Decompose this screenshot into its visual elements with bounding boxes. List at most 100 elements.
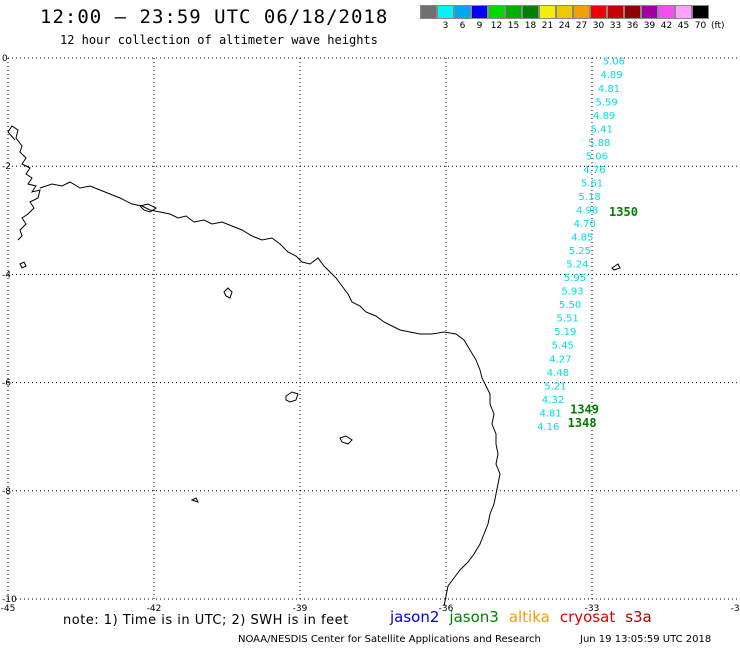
coastline-mainland bbox=[7, 125, 501, 607]
legend-label: 27 bbox=[575, 21, 588, 31]
swh-value: 4.32 bbox=[542, 395, 564, 406]
satellite-track: 5.06 4.89 4.81 5.59 4.89 5.41 5.88 5.06 4.76 5.61… bbox=[537, 57, 625, 433]
swh-value: 5.45 bbox=[552, 341, 574, 352]
y-tick-label: 0 bbox=[2, 54, 8, 64]
time-label: 1350 bbox=[609, 205, 638, 219]
island-3 bbox=[339, 435, 353, 445]
x-tick-label: -30 bbox=[731, 604, 740, 614]
legend-swatch bbox=[454, 5, 471, 19]
swh-value: 5.19 bbox=[554, 327, 576, 338]
map-subtitle: 12 hour collection of altimeter wave hei… bbox=[60, 33, 378, 47]
y-tick-label: -8 bbox=[2, 487, 11, 497]
legend-label: 15 bbox=[507, 21, 520, 31]
swh-value: 5.93 bbox=[561, 287, 583, 298]
legend-swatch bbox=[522, 5, 539, 19]
island-4 bbox=[139, 203, 157, 213]
swh-value: 4.81 bbox=[540, 408, 562, 419]
legend-swatch bbox=[607, 5, 624, 19]
legend-label: 39 bbox=[643, 21, 656, 31]
legend-label: 36 bbox=[626, 21, 639, 31]
legend-swatch bbox=[658, 5, 675, 19]
generation-timestamp: Jun 19 13:05:59 UTC 2018 bbox=[580, 634, 712, 645]
legend-label: 21 bbox=[541, 21, 554, 31]
legend-label: 42 bbox=[660, 21, 673, 31]
island-2 bbox=[285, 391, 299, 403]
swh-value: 4.98 bbox=[576, 205, 598, 216]
island-5 bbox=[611, 263, 621, 271]
legend-swatch bbox=[624, 5, 641, 19]
map-grid bbox=[7, 57, 738, 600]
legend-swatch bbox=[505, 5, 522, 19]
satellite-name: s3a bbox=[625, 608, 652, 626]
x-tick-label: -36 bbox=[439, 604, 454, 614]
x-tick-label: -33 bbox=[585, 604, 600, 614]
legend-label: 45 bbox=[677, 21, 690, 31]
time-label: 1349 bbox=[570, 403, 599, 417]
x-tick-label: -45 bbox=[1, 604, 16, 614]
map-title: 12:00 — 23:59 UTC 06/18/2018 bbox=[40, 6, 389, 28]
swh-value: 5.41 bbox=[591, 124, 613, 135]
swh-value: 4.76 bbox=[583, 165, 605, 176]
swh-value: 4.81 bbox=[598, 84, 620, 95]
swh-value: 5.24 bbox=[566, 260, 588, 271]
swh-value: 5.21 bbox=[544, 381, 566, 392]
swh-value: 4.16 bbox=[537, 422, 559, 433]
color-legend-labels: 3 6 9 12 15 18 21 24 27 30 33 36 39 42 45 70 (ft) bbox=[420, 21, 725, 31]
legend-swatch bbox=[590, 5, 607, 19]
legend-label: 24 bbox=[558, 21, 571, 31]
legend-swatch bbox=[539, 5, 556, 19]
swh-value: 5.95 bbox=[564, 273, 586, 284]
satellite-name: jason2 bbox=[390, 608, 440, 626]
y-tick-label: -6 bbox=[2, 379, 11, 389]
x-tick-label: -42 bbox=[147, 604, 162, 614]
y-tick-label: -10 bbox=[2, 595, 17, 605]
swh-value: 4.48 bbox=[547, 368, 569, 379]
swh-value: 4.70 bbox=[574, 219, 596, 230]
legend-label: 70 bbox=[694, 21, 707, 31]
color-legend bbox=[420, 5, 709, 19]
legend-swatch bbox=[488, 5, 505, 19]
legend-swatch bbox=[420, 5, 437, 19]
swh-value: 5.25 bbox=[569, 246, 591, 257]
legend-swatch bbox=[692, 5, 709, 19]
legend-swatch bbox=[573, 5, 590, 19]
legend-label: 6 bbox=[459, 21, 466, 31]
legend-label: 9 bbox=[476, 21, 483, 31]
y-tick-label: -4 bbox=[2, 270, 11, 280]
coastline bbox=[7, 125, 621, 607]
legend-swatch bbox=[675, 5, 692, 19]
legend-label: 12 bbox=[490, 21, 503, 31]
island-1 bbox=[223, 287, 233, 299]
legend-swatch bbox=[641, 5, 658, 19]
satellite-name: altika bbox=[508, 608, 550, 626]
swh-value: 5.61 bbox=[581, 178, 603, 189]
y-tick-label: -2 bbox=[2, 162, 11, 172]
satellite-name: jason3 bbox=[449, 608, 499, 626]
x-tick-label: -39 bbox=[293, 604, 308, 614]
legend-label: 3 bbox=[442, 21, 449, 31]
time-label: 1348 bbox=[568, 416, 597, 430]
legend-label: 18 bbox=[524, 21, 537, 31]
island-6 bbox=[190, 497, 199, 503]
swh-value: 5.51 bbox=[557, 314, 579, 325]
swh-value: 5.06 bbox=[603, 57, 625, 68]
satellite-legend: jason2 jason3 altika cryosat s3a bbox=[390, 608, 662, 626]
satellite-name: cryosat bbox=[559, 608, 616, 626]
swh-value: 5.18 bbox=[578, 192, 600, 203]
credit-text: NOAA/NESDIS Center for Satellite Applica… bbox=[238, 634, 541, 645]
swh-value: 4.89 bbox=[600, 70, 622, 81]
swh-value: 4.27 bbox=[549, 354, 571, 365]
legend-swatch bbox=[471, 5, 488, 19]
swh-value: 5.50 bbox=[559, 300, 581, 311]
legend-label: 33 bbox=[609, 21, 622, 31]
legend-swatch bbox=[437, 5, 454, 19]
legend-label: 30 bbox=[592, 21, 605, 31]
axis-tick-labels: -45 -42 -39 -36 -33 -30 0 -2 -4 -6 -8 -10 bbox=[1, 54, 740, 614]
swh-value: 5.06 bbox=[586, 151, 608, 162]
island-7 bbox=[19, 261, 27, 269]
legend-unit: (ft) bbox=[711, 21, 725, 31]
footer-note: note: 1) Time is in UTC; 2) SWH is in fe… bbox=[63, 613, 349, 628]
legend-swatch bbox=[556, 5, 573, 19]
